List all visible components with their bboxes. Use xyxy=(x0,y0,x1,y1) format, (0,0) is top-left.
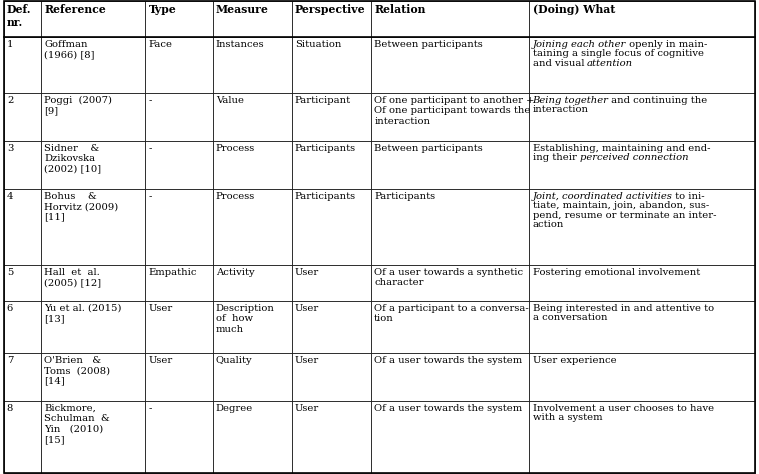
Bar xyxy=(292,37,371,93)
Text: Situation: Situation xyxy=(295,40,342,49)
Text: a conversation: a conversation xyxy=(533,313,607,322)
Text: perceived connection: perceived connection xyxy=(580,153,688,162)
Bar xyxy=(371,141,530,189)
Bar xyxy=(530,353,755,401)
Text: Instances: Instances xyxy=(216,40,264,49)
Text: User: User xyxy=(295,356,320,365)
Text: Of a user towards the system: Of a user towards the system xyxy=(374,404,522,413)
Bar xyxy=(371,301,530,353)
Text: 3: 3 xyxy=(7,144,13,153)
Text: Quality: Quality xyxy=(216,356,252,365)
Text: Reference: Reference xyxy=(45,4,106,15)
Bar xyxy=(4,141,42,189)
Bar xyxy=(213,93,292,141)
Text: -: - xyxy=(149,96,152,105)
Text: pend, resume or terminate an inter-: pend, resume or terminate an inter- xyxy=(533,211,716,220)
Bar xyxy=(213,265,292,301)
Bar xyxy=(4,93,42,141)
Bar xyxy=(146,301,213,353)
Text: attention: attention xyxy=(587,59,633,68)
Bar xyxy=(371,353,530,401)
Text: Bohus    &
Horvitz (2009)
[11]: Bohus & Horvitz (2009) [11] xyxy=(45,192,118,222)
Bar xyxy=(371,265,530,301)
Bar xyxy=(530,141,755,189)
Text: Joining each other: Joining each other xyxy=(533,40,625,49)
Bar xyxy=(42,141,146,189)
Bar xyxy=(42,189,146,265)
Text: -: - xyxy=(149,404,152,413)
Text: 2: 2 xyxy=(7,96,13,105)
Bar xyxy=(292,265,371,301)
Text: action: action xyxy=(533,220,564,229)
Bar xyxy=(371,37,530,93)
Bar xyxy=(292,353,371,401)
Text: O'Brien   &
Toms  (2008)
[14]: O'Brien & Toms (2008) [14] xyxy=(45,356,111,386)
Text: Face: Face xyxy=(149,40,172,49)
Text: 5: 5 xyxy=(7,268,13,277)
Text: interaction: interaction xyxy=(533,105,588,114)
Bar xyxy=(530,37,755,93)
Text: Participants: Participants xyxy=(295,192,356,201)
Bar xyxy=(42,301,146,353)
Text: Perspective: Perspective xyxy=(295,4,366,15)
Text: User: User xyxy=(295,404,320,413)
Bar xyxy=(213,301,292,353)
Text: Goffman
(1966) [8]: Goffman (1966) [8] xyxy=(45,40,95,59)
Text: and continuing the: and continuing the xyxy=(609,96,707,105)
Text: Value: Value xyxy=(216,96,244,105)
Bar xyxy=(530,401,755,473)
Text: 7: 7 xyxy=(7,356,13,365)
Text: Measure: Measure xyxy=(216,4,269,15)
Text: Between participants: Between participants xyxy=(374,40,483,49)
Bar xyxy=(146,189,213,265)
Bar xyxy=(42,353,146,401)
Bar xyxy=(371,1,530,37)
Text: Empathic: Empathic xyxy=(149,268,197,277)
Text: -: - xyxy=(149,144,152,153)
Text: Bickmore,
Schulman  &
Yin   (2010)
[15]: Bickmore, Schulman & Yin (2010) [15] xyxy=(45,404,110,444)
Bar xyxy=(42,93,146,141)
Bar xyxy=(4,401,42,473)
Text: taining a single focus of cognitive: taining a single focus of cognitive xyxy=(533,49,704,58)
Text: User: User xyxy=(149,304,172,313)
Text: (Doing) What: (Doing) What xyxy=(533,4,615,15)
Text: Description
of  how
much: Description of how much xyxy=(216,304,275,334)
Text: 4: 4 xyxy=(7,192,14,201)
Bar xyxy=(530,189,755,265)
Text: Process: Process xyxy=(216,144,255,153)
Bar xyxy=(146,37,213,93)
Bar xyxy=(4,1,42,37)
Text: 8: 8 xyxy=(7,404,13,413)
Text: Of a user towards the system: Of a user towards the system xyxy=(374,356,522,365)
Text: Being together: Being together xyxy=(533,96,609,105)
Bar xyxy=(146,401,213,473)
Text: User experience: User experience xyxy=(533,356,616,365)
Bar xyxy=(4,353,42,401)
Text: Participants: Participants xyxy=(295,144,356,153)
Bar xyxy=(4,301,42,353)
Text: -: - xyxy=(149,192,152,201)
Bar xyxy=(292,93,371,141)
Text: Hall  et  al.
(2005) [12]: Hall et al. (2005) [12] xyxy=(45,268,102,287)
Bar xyxy=(4,37,42,93)
Bar xyxy=(213,37,292,93)
Text: Poggi  (2007)
[9]: Poggi (2007) [9] xyxy=(45,96,112,115)
Bar xyxy=(42,265,146,301)
Text: Yu et al. (2015)
[13]: Yu et al. (2015) [13] xyxy=(45,304,122,323)
Bar xyxy=(42,37,146,93)
Bar xyxy=(4,265,42,301)
Text: openly in main-: openly in main- xyxy=(625,40,707,49)
Bar xyxy=(292,141,371,189)
Text: Joint, coordinated activities: Joint, coordinated activities xyxy=(533,192,672,201)
Text: and visual: and visual xyxy=(533,59,587,68)
Bar xyxy=(292,189,371,265)
Bar xyxy=(4,189,42,265)
Text: Degree: Degree xyxy=(216,404,253,413)
Bar xyxy=(213,189,292,265)
Text: to ini-: to ini- xyxy=(672,192,705,201)
Text: Participant: Participant xyxy=(295,96,351,105)
Text: Involvement a user chooses to have: Involvement a user chooses to have xyxy=(533,404,713,413)
Bar xyxy=(146,93,213,141)
Bar xyxy=(146,265,213,301)
Bar xyxy=(213,141,292,189)
